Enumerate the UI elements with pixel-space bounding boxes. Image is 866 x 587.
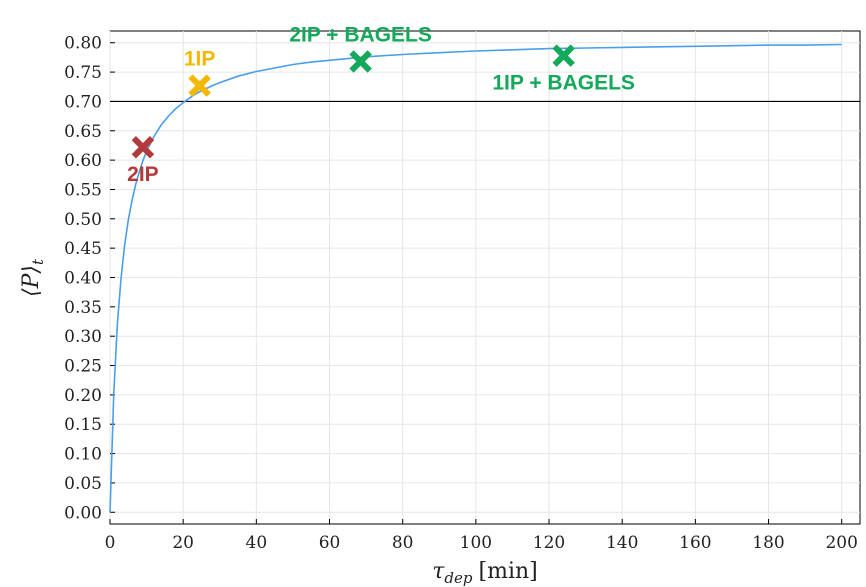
y-tick-label: 0.10 [64, 445, 102, 465]
y-tick-label: 0.70 [64, 92, 102, 112]
markers-layer: 2IP 1IP 2IP + BAGELS 1IP + BAGELS [127, 24, 635, 187]
marker-x [188, 74, 211, 97]
y-tick-label: 0.00 [64, 503, 102, 523]
x-tick-label: 120 [533, 533, 565, 553]
y-tick-label: 0.40 [64, 269, 102, 289]
marker-x [349, 50, 372, 73]
y-tick-label: 0.35 [64, 298, 102, 318]
x-tick-label: 60 [319, 533, 341, 553]
x-tick-label: 20 [172, 533, 194, 553]
y-tick-label: 0.50 [64, 210, 102, 230]
y-tick-label: 0.45 [64, 239, 102, 259]
y-tick-label: 0.25 [64, 357, 102, 377]
marker-label: 1IP [184, 48, 216, 71]
y-axis-subscript: t [29, 258, 47, 265]
x-tick-label: 180 [752, 533, 784, 553]
y-ticks: 0.00 0.05 0.10 0.15 0.20 0.25 0.30 0.35 0.40 0.45… [64, 34, 115, 523]
y-tick-label: 0.65 [64, 122, 102, 142]
x-tick-label: 140 [606, 533, 638, 553]
x-tick-label: 80 [392, 533, 414, 553]
marker-x [552, 44, 575, 67]
y-tick-label: 0.55 [64, 180, 102, 200]
x-axis-symbol: τ [432, 559, 445, 584]
marker-x [131, 135, 155, 159]
series-layer [109, 43, 860, 513]
x-axis-subscript: dep [444, 569, 472, 587]
marker-label: 2IP [127, 163, 159, 186]
y-axis-symbol: ⟨P⟩ [19, 265, 44, 297]
y-tick-label: 0.15 [64, 415, 102, 435]
x-tick-label: 100 [460, 533, 492, 553]
y-tick-label: 0.20 [64, 386, 102, 406]
y-tick-label: 0.60 [64, 151, 102, 171]
x-tick-label: 160 [679, 533, 711, 553]
y-tick-label: 0.05 [64, 474, 102, 494]
y-tick-label: 0.30 [64, 327, 102, 347]
x-axis-label: τdep [min] [432, 559, 538, 587]
x-tick-label: 40 [246, 533, 268, 553]
grid [109, 30, 861, 525]
x-tick-label: 0 [105, 533, 116, 553]
x-axis-unit: [min] [479, 559, 538, 584]
marker-label: 2IP + BAGELS [289, 24, 432, 47]
y-axis-label: ⟨P⟩t [19, 258, 47, 297]
marker-label: 1IP + BAGELS [492, 72, 635, 95]
x-tick-label: 200 [825, 533, 857, 553]
y-tick-label: 0.75 [64, 63, 102, 83]
y-tick-label: 0.80 [64, 34, 102, 54]
x-ticks: 0 20 40 60 80 100 120 140 160 180 200 [105, 519, 858, 553]
series-line [109, 43, 842, 513]
